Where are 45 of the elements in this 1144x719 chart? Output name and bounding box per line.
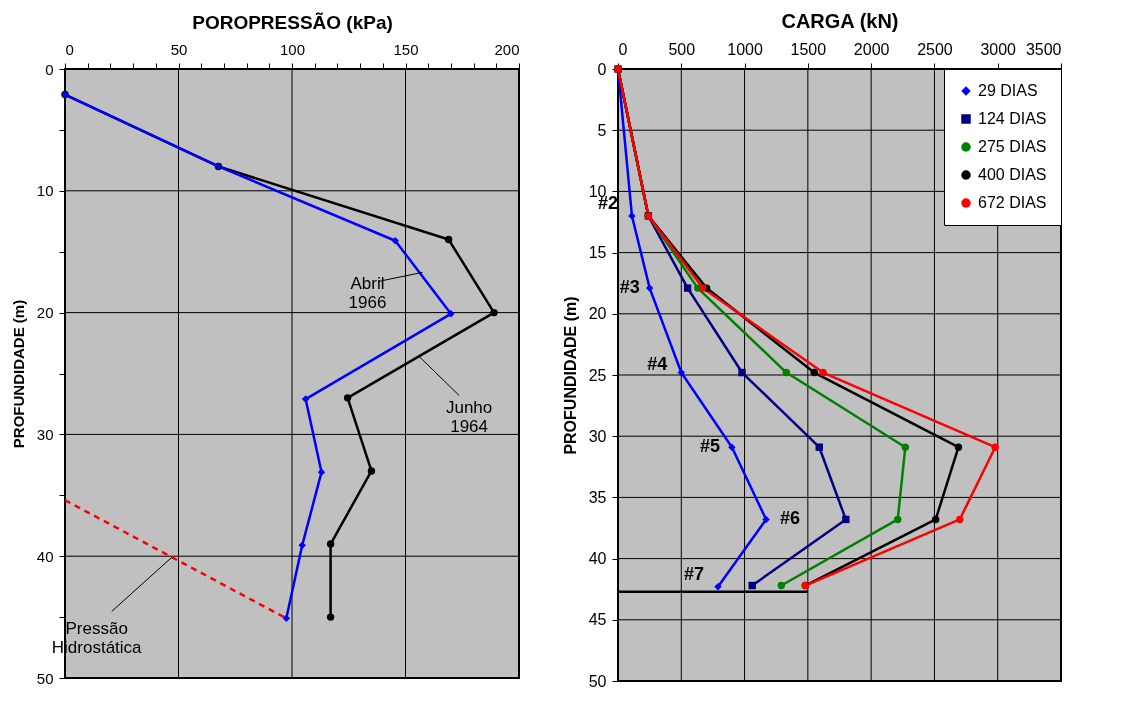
y-tick-label: 25 xyxy=(588,366,607,384)
x-tick-label: 500 xyxy=(668,40,696,58)
y-tick-label: 30 xyxy=(588,427,607,445)
y-tick-label: 50 xyxy=(36,669,54,687)
y-axis-title: PROFUNDIDADE (m) xyxy=(561,296,579,455)
y-tick-label: 20 xyxy=(36,304,54,322)
y-tick-label: 40 xyxy=(588,550,607,568)
x-axis-title: CARGA (kN) xyxy=(781,9,899,32)
x-tick-label: 100 xyxy=(279,40,306,58)
annotation: #4 xyxy=(647,353,668,374)
y-tick-label: 20 xyxy=(588,305,607,323)
x-tick-label: 1500 xyxy=(790,40,827,58)
legend-label: 275 DIAS xyxy=(978,138,1047,155)
x-tick-label: 2500 xyxy=(917,40,953,58)
y-tick-label: 50 xyxy=(588,672,607,690)
y-tick-label: 15 xyxy=(588,244,607,262)
y-tick-label: 0 xyxy=(45,60,54,78)
x-tick-label: 2000 xyxy=(853,40,890,58)
x-tick-label: 3500 xyxy=(1025,40,1062,58)
y-tick-label: 0 xyxy=(597,60,607,78)
x-tick-label: 0 xyxy=(65,40,74,58)
legend-label: 400 DIAS xyxy=(978,166,1047,183)
annotation: #3 xyxy=(619,277,640,298)
x-tick-label: 0 xyxy=(618,40,628,58)
y-tick-label: 45 xyxy=(588,611,607,629)
x-tick-label: 150 xyxy=(393,40,419,58)
legend-label: 29 DIAS xyxy=(978,82,1038,99)
y-axis-title: PROFUNDIDADE (m) xyxy=(9,299,27,449)
x-tick-label: 3000 xyxy=(980,40,1017,58)
x-tick-label: 200 xyxy=(494,40,520,58)
y-tick-label: 5 xyxy=(597,121,607,139)
y-tick-label: 40 xyxy=(36,547,54,565)
annotation: #7 xyxy=(683,563,705,584)
x-axis-title: POROPRESSÃO (kPa) xyxy=(192,11,393,33)
legend-label: 124 DIAS xyxy=(978,110,1047,127)
x-tick-label: 1000 xyxy=(727,40,763,58)
x-tick-label: 50 xyxy=(170,40,188,58)
y-tick-label: 35 xyxy=(588,488,607,506)
annotation: Junho 1964 xyxy=(445,398,493,437)
annotation: Abril 1966 xyxy=(348,274,387,313)
y-tick-label: 30 xyxy=(36,425,54,443)
annotation: #6 xyxy=(780,508,801,529)
legend-label: 672 DIAS xyxy=(978,194,1047,211)
y-tick-label: 10 xyxy=(36,182,54,200)
annotation: #5 xyxy=(699,436,720,457)
